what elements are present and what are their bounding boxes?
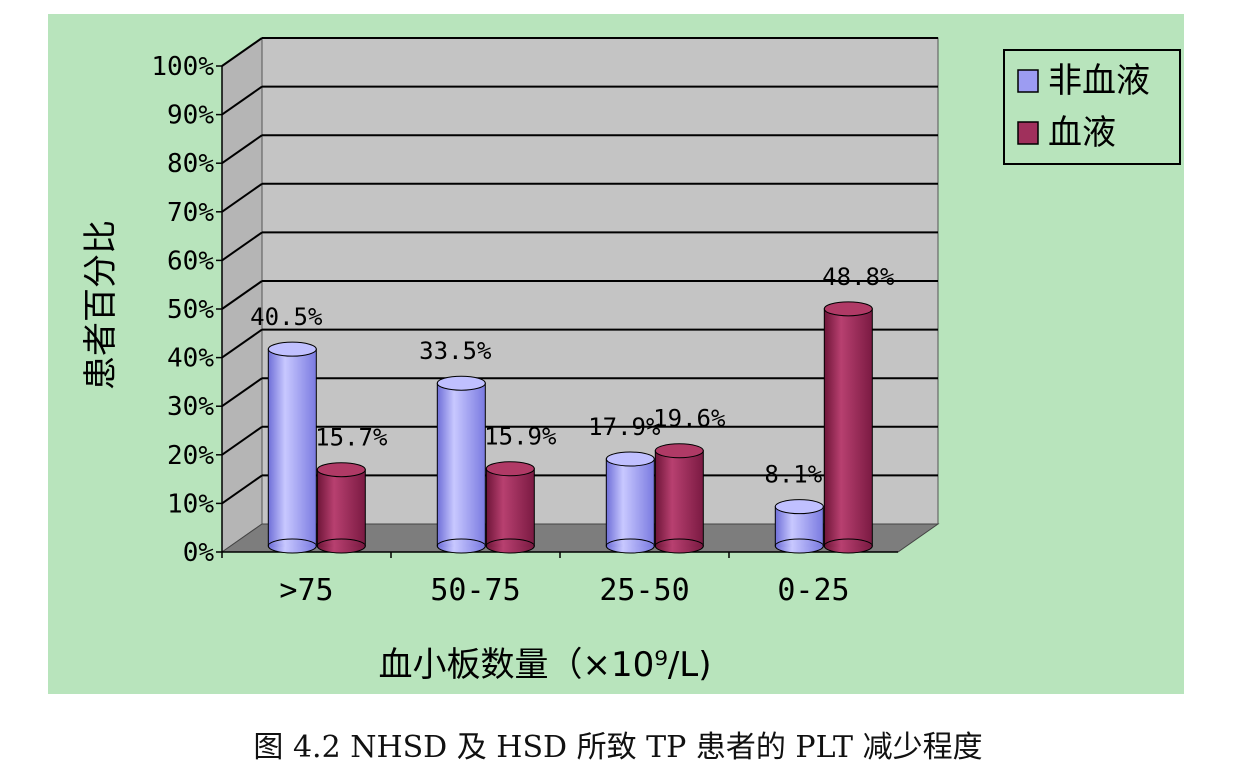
data-label: 33.5% — [419, 337, 492, 365]
bar — [605, 451, 655, 554]
bar-top — [436, 375, 486, 391]
bar — [774, 499, 824, 554]
gridline-side — [221, 85, 263, 116]
bar-body — [316, 469, 366, 547]
bar-top — [605, 451, 655, 467]
bar-top — [485, 461, 535, 477]
x-tick-label: 50-75 — [430, 573, 520, 608]
bar-base-cover — [487, 544, 534, 547]
legend-swatch — [1017, 69, 1039, 93]
y-tick-label: 100% — [151, 52, 214, 82]
bar-body — [654, 450, 704, 547]
bar-base-cover — [607, 544, 654, 547]
bar — [267, 341, 317, 554]
legend-label: 非血液 — [1048, 61, 1150, 101]
gridline-side — [221, 134, 263, 165]
gridline-side — [221, 328, 263, 359]
y-tick-label: 60% — [167, 246, 214, 276]
bar-body — [485, 468, 535, 547]
bar-base-cover — [656, 544, 703, 547]
data-label: 48.8% — [822, 263, 895, 291]
legend-box — [1003, 49, 1181, 165]
gridline-side — [221, 231, 263, 262]
bar-base-cover — [438, 544, 485, 547]
bar-body — [605, 458, 655, 547]
gridline-side — [221, 37, 263, 67]
gridline-side — [221, 280, 263, 310]
gridline-side — [221, 425, 263, 456]
y-axis-title: 患者百分比 — [81, 220, 121, 390]
bar-body — [823, 308, 873, 547]
data-label: 15.9% — [484, 423, 557, 451]
legend-swatch — [1017, 121, 1039, 145]
y-tick-label: 90% — [167, 101, 214, 131]
bar-base-cover — [269, 544, 316, 547]
y-tick-label: 50% — [167, 295, 214, 325]
data-label: 40.5% — [250, 303, 323, 331]
bar — [485, 461, 535, 554]
gridline-side — [221, 377, 263, 408]
bar-top — [823, 301, 873, 317]
y-tick-label: 40% — [167, 344, 214, 374]
bar — [436, 375, 486, 554]
x-tick-label: >75 — [279, 573, 333, 608]
bar-top — [267, 341, 317, 357]
bar-body — [436, 382, 486, 547]
y-tick-label: 70% — [167, 198, 214, 228]
data-label: 15.7% — [315, 424, 388, 452]
gridline-side — [221, 182, 263, 213]
bar-body — [267, 348, 317, 547]
data-label: 17.9% — [588, 413, 661, 441]
gridline-side — [221, 474, 263, 505]
y-tick-label: 30% — [167, 392, 214, 422]
bar-top — [774, 499, 824, 515]
bar-base-cover — [318, 544, 365, 547]
y-tick-label: 20% — [167, 441, 214, 471]
bar — [823, 301, 873, 554]
data-label: 8.1% — [764, 461, 822, 489]
x-tick-label: 0-25 — [777, 573, 849, 608]
y-tick-label: 80% — [167, 149, 214, 179]
x-tick-label: 25-50 — [599, 573, 689, 608]
x-axis-title: 血小板数量（×10⁹/L) — [378, 645, 711, 685]
bar — [654, 443, 704, 554]
chart-marks: 40.5% 15.7% 33.5% 15.9% 17.9%19.6% 8.1% 48.8% — [250, 263, 895, 554]
legend-label: 血液 — [1048, 113, 1116, 153]
y-tick-label: 10% — [167, 489, 214, 519]
bar-top — [316, 462, 366, 478]
bar-top — [654, 443, 704, 459]
bar-base-cover — [776, 544, 823, 547]
figure-caption: 图 4.2 NHSD 及 HSD 所致 TP 患者的 PLT 减少程度 — [253, 730, 983, 765]
y-tick-label: 0% — [183, 538, 215, 568]
bar-base-cover — [825, 544, 872, 547]
data-label: 19.6% — [653, 405, 726, 433]
bar — [316, 462, 366, 554]
